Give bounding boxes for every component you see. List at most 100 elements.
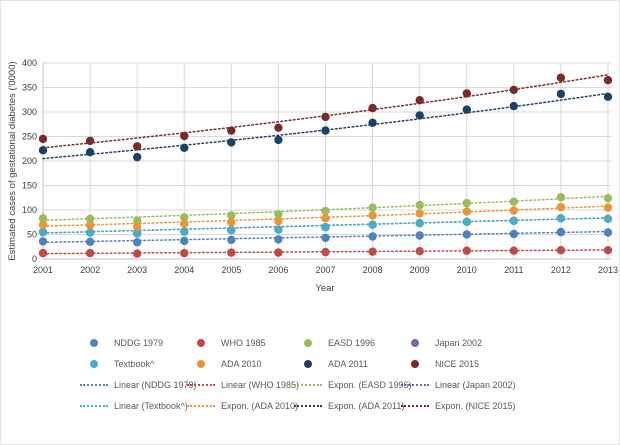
- data-point: [368, 220, 377, 229]
- x-tick-label: 2006: [268, 265, 288, 275]
- y-tick-label: 50: [27, 230, 37, 240]
- legend-dot-marker: [186, 338, 216, 347]
- x-tick-label: 2012: [551, 265, 571, 275]
- data-point: [556, 202, 566, 212]
- data-point: [85, 248, 95, 258]
- data-point: [415, 96, 424, 105]
- data-point: [368, 103, 377, 113]
- x-tick-label: 2009: [410, 265, 430, 275]
- legend-item: Expon. (EASD 1996): [293, 374, 412, 395]
- data-point: [368, 118, 377, 128]
- dotted-line-icon: [187, 404, 215, 407]
- legend-item: Linear (NDDG 1979): [79, 374, 197, 395]
- legend-label: Linear (WHO 1985): [221, 379, 300, 390]
- series-ada-2011: [38, 89, 613, 162]
- legend-item: ADA 2011: [293, 353, 400, 374]
- data-point: [368, 247, 377, 256]
- data-point: [462, 105, 471, 114]
- data-point: [133, 229, 142, 238]
- legend-item: Expon. (ADA 2010): [186, 395, 298, 416]
- data-point: [85, 148, 95, 157]
- data-point: [227, 126, 236, 135]
- dot-icon: [197, 359, 205, 368]
- data-point: [274, 225, 283, 234]
- legend-label: Expon. (ADA 2011): [328, 400, 405, 411]
- data-point: [38, 237, 48, 246]
- data-point: [556, 214, 566, 223]
- data-point: [227, 235, 236, 245]
- series-who-1985: [38, 246, 613, 258]
- data-point: [180, 213, 189, 222]
- data-point: [321, 247, 330, 257]
- y-axis-title: Estimated cases of gestational diabetes …: [7, 61, 18, 260]
- x-tick-label: 2013: [598, 265, 618, 275]
- data-point: [227, 225, 236, 235]
- data-point: [556, 73, 566, 82]
- data-point: [603, 203, 613, 212]
- data-point: [415, 111, 424, 120]
- legend-label: Linear (Textbook^): [114, 400, 188, 411]
- data-point: [180, 227, 189, 236]
- data-point: [509, 216, 518, 225]
- legend-label: WHO 1985: [221, 337, 266, 348]
- legend-label: NICE 2015: [435, 358, 480, 369]
- legend-label: ADA 2010: [221, 358, 262, 369]
- x-tick-label: 2011: [504, 265, 523, 275]
- data-point: [38, 214, 48, 223]
- legend-label: Linear (Japan 2002): [435, 379, 516, 390]
- data-points: [38, 73, 613, 258]
- legend-dotted-line-marker: [79, 404, 109, 407]
- dot-icon: [197, 338, 205, 347]
- legend-label: NDDG 1979: [114, 337, 164, 348]
- data-point: [509, 101, 518, 111]
- data-point: [274, 123, 283, 132]
- legend-label: ADA 2011: [328, 358, 368, 369]
- legend-item: Textbook^: [79, 353, 186, 374]
- legend-dotted-line-marker: [400, 404, 430, 407]
- legend-dot-marker: [293, 338, 323, 347]
- legend-dotted-line-marker: [186, 383, 216, 386]
- data-point: [509, 85, 518, 95]
- dotted-line-icon: [294, 404, 322, 407]
- data-point: [227, 248, 236, 257]
- data-point: [603, 92, 613, 102]
- data-point: [603, 76, 613, 85]
- data-point: [603, 214, 613, 223]
- y-tick-label: 0: [32, 254, 37, 264]
- data-point: [274, 217, 283, 226]
- legend-item: ADA 2010: [186, 353, 293, 374]
- series-ada-2010: [38, 202, 613, 231]
- data-point: [368, 203, 377, 212]
- data-point: [133, 222, 142, 231]
- data-point: [227, 211, 236, 220]
- dot-icon: [411, 338, 419, 347]
- x-axis-title: Year: [315, 283, 334, 294]
- legend-item: Linear (Textbook^): [79, 395, 188, 416]
- series-easd-1996: [38, 193, 613, 225]
- series-nice-2015: [38, 73, 613, 151]
- y-tick-label: 100: [22, 205, 37, 215]
- data-point: [415, 247, 424, 256]
- legend-dotted-line-marker: [79, 383, 109, 386]
- axis-tick-labels: 0 50 100 150 200 250 300 350 400 2001 2002 2003 2004…: [22, 58, 618, 275]
- y-tick-label: 400: [22, 58, 37, 68]
- dotted-line-icon: [401, 383, 429, 386]
- legend-item: EASD 1996: [293, 332, 400, 353]
- legend-item: NICE 2015: [400, 353, 507, 374]
- data-point: [556, 89, 566, 99]
- legend-item: Japan 2002: [400, 332, 507, 353]
- data-point: [133, 238, 142, 247]
- y-tick-label: 300: [22, 107, 37, 117]
- data-point: [556, 227, 566, 237]
- data-point: [321, 223, 330, 232]
- data-point: [462, 246, 471, 255]
- legend-item: Linear (Japan 2002): [400, 374, 516, 395]
- data-point: [321, 112, 330, 122]
- x-tick-label: 2002: [80, 265, 100, 275]
- series-textbook-: [38, 214, 613, 238]
- series-nddg-1979: [38, 227, 613, 247]
- dotted-line-icon: [294, 383, 322, 386]
- y-tick-label: 150: [22, 181, 37, 191]
- x-tick-label: 2007: [315, 265, 335, 275]
